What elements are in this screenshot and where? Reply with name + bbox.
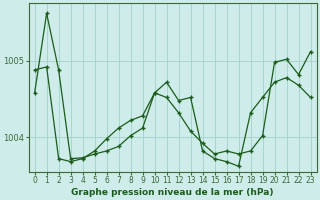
- X-axis label: Graphe pression niveau de la mer (hPa): Graphe pression niveau de la mer (hPa): [71, 188, 274, 197]
